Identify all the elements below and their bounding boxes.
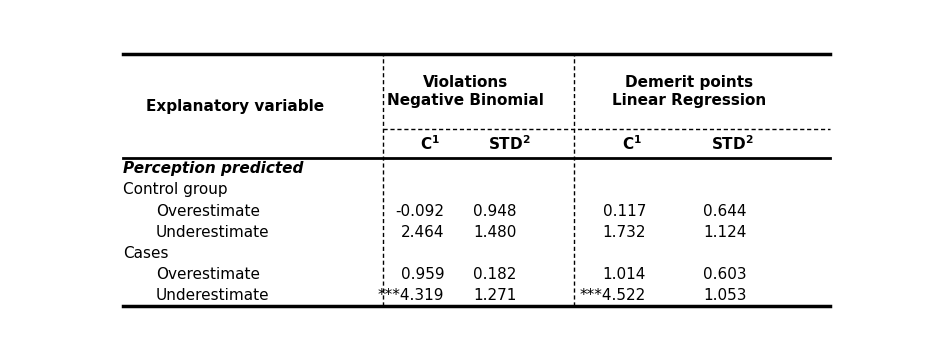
Text: 1.053: 1.053: [703, 288, 747, 303]
Text: Violations
Negative Binomial: Violations Negative Binomial: [388, 75, 544, 108]
Text: Explanatory variable: Explanatory variable: [146, 99, 325, 114]
Text: Control group: Control group: [124, 183, 228, 198]
Text: 0.117: 0.117: [603, 204, 646, 219]
Text: ***4.522: ***4.522: [579, 288, 646, 303]
Text: Overestimate: Overestimate: [156, 204, 259, 219]
Text: 1.014: 1.014: [603, 267, 646, 282]
Text: 0.603: 0.603: [703, 267, 747, 282]
Text: Demerit points
Linear Regression: Demerit points Linear Regression: [612, 75, 766, 108]
Text: 1.271: 1.271: [472, 288, 516, 303]
Text: ***4.319: ***4.319: [378, 288, 445, 303]
Text: 2.464: 2.464: [401, 225, 445, 240]
Text: $\mathbf{C^1}$: $\mathbf{C^1}$: [621, 135, 642, 153]
Text: Cases: Cases: [124, 246, 169, 261]
Text: $\mathbf{STD^2}$: $\mathbf{STD^2}$: [711, 135, 754, 153]
Text: Underestimate: Underestimate: [156, 288, 270, 303]
Text: 1.480: 1.480: [472, 225, 516, 240]
Text: $\mathbf{C^1}$: $\mathbf{C^1}$: [419, 135, 440, 153]
Text: Overestimate: Overestimate: [156, 267, 259, 282]
Text: 0.959: 0.959: [401, 267, 445, 282]
Text: $\mathbf{STD^2}$: $\mathbf{STD^2}$: [487, 135, 530, 153]
Text: 1.124: 1.124: [703, 225, 747, 240]
Text: 0.948: 0.948: [472, 204, 516, 219]
Text: -0.092: -0.092: [395, 204, 445, 219]
Text: Underestimate: Underestimate: [156, 225, 270, 240]
Text: 0.182: 0.182: [472, 267, 516, 282]
Text: 0.644: 0.644: [703, 204, 747, 219]
Text: 1.732: 1.732: [603, 225, 646, 240]
Text: Perception predicted: Perception predicted: [124, 161, 304, 176]
